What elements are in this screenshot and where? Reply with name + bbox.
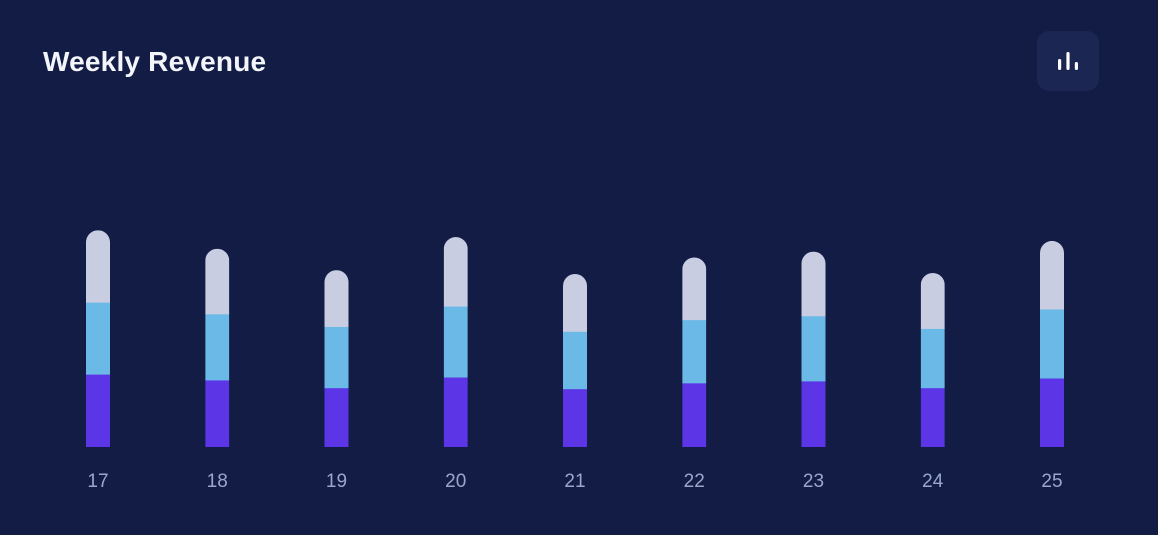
bar-segment-17-2 <box>86 302 110 375</box>
x-tick-label-19: 19 <box>326 471 347 492</box>
bar-chart-icon <box>1058 52 1078 70</box>
bar-group-24 <box>920 273 945 447</box>
bar-segment-25-2 <box>1040 308 1064 379</box>
x-tick-label-23: 23 <box>803 471 824 492</box>
bar-segment-23-1 <box>801 380 826 447</box>
bar-segment-23-2 <box>801 315 826 382</box>
x-tick-label-17: 17 <box>87 471 108 492</box>
bar-segment-24-1 <box>920 387 945 447</box>
x-tick-label-21: 21 <box>564 471 585 492</box>
bar-segment-20-2 <box>443 306 468 378</box>
page-title: Weekly Revenue <box>43 46 267 77</box>
bar-segment-23-3 <box>801 251 826 317</box>
bar-group-21 <box>563 273 587 447</box>
bar-segment-25-1 <box>1040 377 1064 447</box>
x-tick-label-25: 25 <box>1041 471 1062 492</box>
bar-segment-19-2 <box>324 326 349 389</box>
bar-segment-24-2 <box>920 328 945 389</box>
bar-segment-22-3 <box>682 257 707 321</box>
bar-group-22 <box>682 257 707 447</box>
bar-segment-25-3 <box>1040 240 1064 310</box>
bar-segment-22-1 <box>682 382 707 447</box>
bar-segment-21-3 <box>563 273 587 332</box>
bar-segment-18-3 <box>205 248 230 315</box>
bar-segment-17-3 <box>86 230 110 303</box>
bar-segment-19-3 <box>324 270 349 327</box>
bar-group-23 <box>801 251 826 447</box>
bar-segment-24-3 <box>920 273 945 329</box>
x-tick-label-20: 20 <box>445 471 466 492</box>
bar-segment-19-1 <box>324 387 349 447</box>
bar-segment-20-1 <box>443 377 468 447</box>
chart-toggle-button[interactable] <box>1037 31 1099 91</box>
bar-segment-20-3 <box>443 237 468 307</box>
bar-segment-21-2 <box>563 331 587 390</box>
bar-segment-22-2 <box>682 319 707 384</box>
bar-group-18 <box>205 248 230 447</box>
bar-group-25 <box>1040 240 1064 447</box>
bar-segment-18-1 <box>205 379 230 447</box>
bar-segment-18-2 <box>205 313 230 381</box>
bar-group-17 <box>86 230 110 447</box>
bar-group-20 <box>443 237 468 447</box>
x-tick-label-22: 22 <box>684 471 705 492</box>
bar-segment-17-1 <box>86 374 110 447</box>
x-tick-label-18: 18 <box>207 471 228 492</box>
bar-group-19 <box>324 270 349 447</box>
x-tick-label-24: 24 <box>922 471 944 492</box>
bar-segment-21-1 <box>563 388 587 447</box>
